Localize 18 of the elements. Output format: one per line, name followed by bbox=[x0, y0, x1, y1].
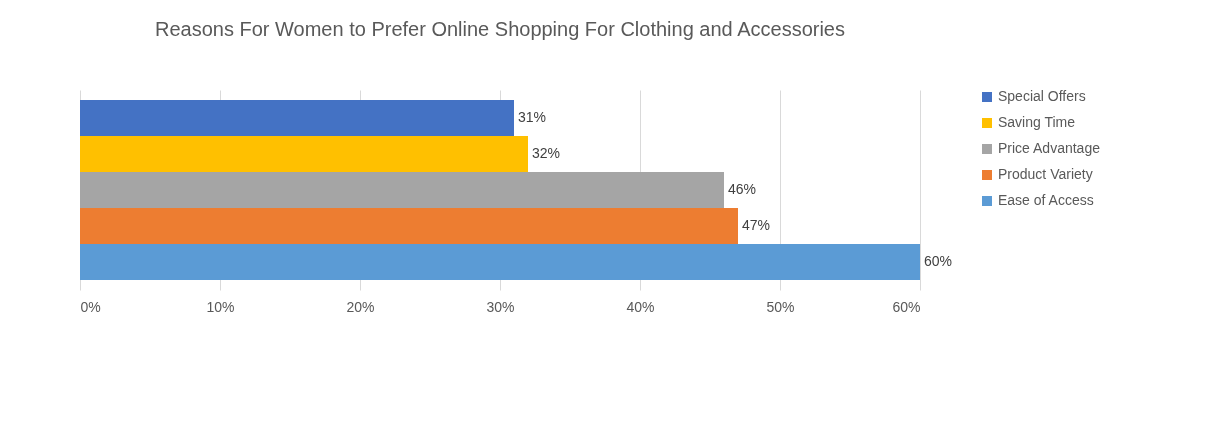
x-tick-label: 10% bbox=[206, 298, 235, 315]
data-label: 47% bbox=[742, 217, 771, 233]
legend-label: Saving Time bbox=[998, 114, 1076, 130]
data-label: 31% bbox=[518, 109, 547, 125]
legend-label: Price Advantage bbox=[998, 140, 1101, 156]
x-tick-label: 20% bbox=[346, 298, 375, 315]
legend-label: Ease of Access bbox=[998, 192, 1094, 208]
data-label: 60% bbox=[924, 253, 953, 269]
data-label: 32% bbox=[532, 145, 561, 161]
x-tick-label: 50% bbox=[766, 298, 795, 315]
x-tick-label: 30% bbox=[486, 298, 515, 315]
legend-label: Product Variety bbox=[998, 166, 1093, 182]
legend-label: Special Offers bbox=[998, 88, 1086, 104]
x-tick-label: 0% bbox=[80, 298, 101, 315]
chart-title: Reasons For Women to Prefer Online Shopping For Clothing and Accessories bbox=[155, 18, 845, 40]
x-tick-label: 60% bbox=[892, 298, 921, 315]
data-label: 46% bbox=[728, 181, 757, 197]
x-tick-label: 40% bbox=[626, 298, 655, 315]
